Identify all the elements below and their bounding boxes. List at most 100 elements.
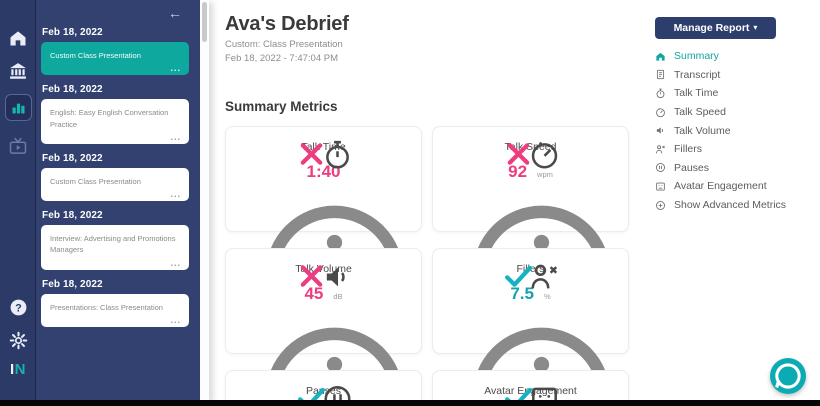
metric-card-pauses: Pauses4	[225, 369, 422, 406]
chat-bubble-icon	[770, 358, 806, 394]
analytics-icon	[10, 99, 27, 116]
home-icon	[8, 28, 28, 48]
metric-value-row: 45 dB	[226, 284, 421, 304]
gear-icon	[9, 331, 28, 350]
speaker-icon	[240, 261, 435, 293]
session-title: Interview: Advertising and Promotions Ma…	[50, 234, 176, 255]
session-menu-button[interactable]: ...	[170, 314, 181, 325]
rail-item-video[interactable]	[8, 136, 28, 156]
metric-card-header: Fillers	[433, 249, 628, 289]
document-icon	[655, 69, 666, 80]
session-card[interactable]: Custom Class Presentation...	[41, 167, 189, 201]
x-icon[interactable]	[421, 138, 616, 170]
rail-item-help[interactable]: ?	[9, 298, 28, 317]
session-date: Feb 18, 2022	[42, 210, 103, 221]
page-title: Ava's Debrief	[225, 13, 349, 35]
session-date: Feb 18, 2022	[42, 278, 103, 290]
metrics-grid: Talk Time 1:40 Talk Speed 92 wpm Talk Volume 4…	[225, 125, 645, 406]
session-list: Feb 18, 2022 Custom Class Presentation...…	[36, 27, 200, 327]
report-nav-item-transcript[interactable]: Transcript	[655, 66, 820, 85]
stopwatch-icon	[655, 88, 666, 99]
home-icon	[655, 51, 666, 62]
report-nav-item-fillers[interactable]: Fillers	[655, 140, 820, 159]
report-nav-item-talk-time[interactable]: Talk Time	[655, 84, 820, 103]
report-nav-item-talk-volume[interactable]: Talk Volume	[655, 121, 820, 140]
session-date: Feb 18, 2022	[42, 152, 103, 164]
app-logo: I N	[10, 361, 26, 378]
session-scrollbar[interactable]	[200, 0, 209, 406]
metric-card-talk-speed: Talk Speed 92 wpm	[432, 125, 629, 344]
stopwatch-icon	[240, 139, 435, 171]
chat-button[interactable]	[770, 358, 806, 394]
session-card[interactable]: Presentations: Class Presentation...	[41, 293, 189, 327]
report-nav-label: Transcript	[674, 68, 721, 81]
main-content: Ava's Debrief Custom: Class Presentation…	[209, 0, 645, 406]
session-group: Feb 18, 2022 Presentations: Class Present…	[41, 279, 189, 327]
report-nav-item-summary[interactable]: Summary	[655, 47, 820, 66]
pause-icon	[655, 162, 666, 173]
collapse-panel-arrow-icon[interactable]: ←	[168, 5, 182, 21]
metric-card-header: Talk Time	[226, 127, 421, 169]
report-nav-label: Avatar Engagement	[674, 180, 767, 193]
report-nav-item-talk-speed[interactable]: Talk Speed	[655, 103, 820, 122]
session-panel-header: ←	[36, 0, 200, 20]
report-nav-item-show-advanced-metrics[interactable]: Show Advanced Metrics	[655, 196, 820, 215]
x-icon[interactable]	[214, 260, 409, 292]
plus-circle-icon	[655, 200, 666, 211]
metric-card-header: Talk Speed	[433, 127, 628, 169]
session-card[interactable]: Custom Class Presentation...	[41, 42, 189, 76]
report-nav-label: Show Advanced Metrics	[674, 199, 787, 212]
svg-text:?: ?	[15, 302, 22, 314]
report-nav-label: Pauses	[674, 161, 710, 174]
gauge-icon	[655, 107, 666, 118]
report-timestamp: Feb 18, 2022 - 7:47:04 PM	[225, 52, 339, 64]
section-title: Summary Metrics	[225, 98, 338, 114]
session-card[interactable]: Interview: Advertising and Promotions Ma…	[41, 225, 189, 270]
logo-letter-n: N	[14, 361, 26, 378]
session-menu-button[interactable]: ...	[170, 189, 181, 199]
bottom-bar	[0, 400, 820, 406]
rail-top-nav	[4, 0, 32, 156]
report-nav-label: Fillers	[674, 143, 702, 156]
metric-card-header: Talk Volume	[226, 249, 421, 287]
report-subtitle: Custom: Class Presentation	[225, 39, 343, 50]
session-group: Feb 18, 2022 Interview: Advertising and P…	[41, 210, 189, 270]
metric-card-header: Avatar Engagement	[433, 371, 628, 406]
report-nav-item-pauses[interactable]: Pauses	[655, 159, 820, 178]
rail-item-academy[interactable]	[8, 61, 28, 81]
logo-letter-i: I	[9, 361, 15, 378]
report-nav-label: Talk Speed	[674, 106, 726, 119]
speaker-icon	[655, 125, 666, 136]
metric-value: 7.5	[510, 283, 534, 303]
session-group: Feb 18, 2022 Custom Class Presentation...	[41, 153, 189, 201]
metric-value-row: 92 wpm	[433, 162, 628, 182]
rail-item-analytics[interactable]	[4, 94, 32, 121]
session-group: Feb 18, 2022 Custom Class Presentation...	[41, 27, 189, 76]
x-icon[interactable]	[214, 138, 409, 170]
session-menu-button[interactable]: ...	[170, 63, 181, 74]
report-section-nav: Summary Transcript Talk Time Talk Speed Talk…	[655, 47, 820, 214]
manage-report-button[interactable]: Manage Report ▾	[655, 17, 776, 39]
rail-item-settings[interactable]	[9, 331, 28, 350]
caret-down-icon: ▾	[753, 23, 758, 32]
metric-unit: dB	[333, 291, 343, 301]
session-menu-button[interactable]: ...	[170, 131, 181, 142]
session-list-panel: ← Feb 18, 2022 Custom Class Presentation.…	[36, 0, 200, 406]
rail-item-home[interactable]	[8, 28, 28, 48]
report-meta: Custom: Class Presentation Feb 18, 2022 …	[225, 39, 645, 66]
metric-card-header: Pauses	[226, 371, 421, 406]
left-icon-rail: ? I N	[0, 0, 36, 406]
session-menu-button[interactable]: ...	[170, 257, 181, 268]
metric-value: 92	[508, 161, 528, 181]
session-date: Feb 18, 2022	[42, 27, 103, 38]
metric-card-talk-volume: Talk Volume 45 dB	[225, 247, 422, 406]
person-x-icon	[447, 261, 642, 293]
check-icon[interactable]	[421, 260, 616, 292]
report-nav-item-avatar-engagement[interactable]: Avatar Engagement	[655, 177, 820, 196]
scrollbar-thumb[interactable]	[202, 2, 207, 42]
report-nav-panel: Manage Report ▾ Summary Transcript Talk Ti…	[645, 0, 820, 406]
session-card[interactable]: English: Easy English Conversation Pract…	[41, 99, 189, 144]
gauge-icon	[447, 139, 642, 171]
metric-unit: wpm	[537, 169, 553, 179]
